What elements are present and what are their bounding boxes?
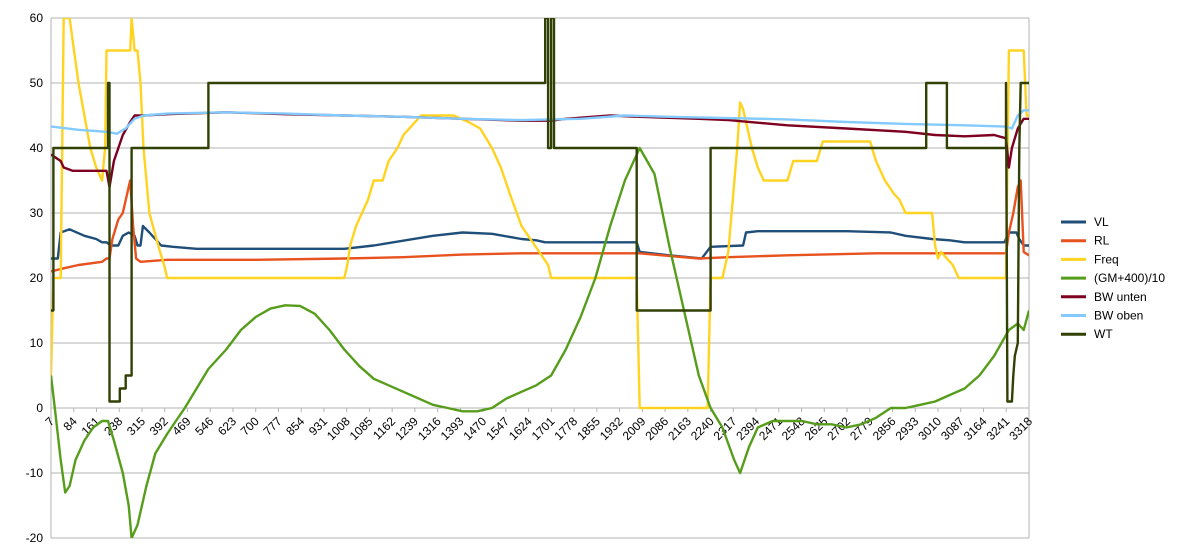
x-tick-label: 1239 — [392, 414, 421, 443]
x-tick-label: 854 — [283, 414, 307, 438]
series-line-vl — [51, 224, 1029, 260]
legend-label: (GM+400)/10 — [1094, 271, 1165, 285]
x-tick-label: 1085 — [347, 414, 376, 443]
x-tick-label: 3318 — [1006, 414, 1035, 443]
x-tick-label: 2471 — [756, 414, 785, 443]
x-tick-label: 1701 — [529, 414, 558, 443]
y-tick-label: 0 — [36, 401, 43, 415]
y-tick-label: 30 — [30, 206, 44, 220]
legend-label: Freq — [1094, 252, 1119, 266]
x-tick-label: 2240 — [688, 414, 717, 443]
x-tick-label: 2009 — [620, 414, 649, 443]
x-tick-label: 2317 — [711, 414, 740, 443]
y-tick-label: -20 — [26, 531, 44, 545]
series-line-rl — [51, 179, 1029, 273]
x-tick-label: 2086 — [642, 414, 671, 443]
x-tick-label: 777 — [260, 414, 284, 438]
x-tick-label: 1778 — [551, 414, 580, 443]
x-tick-label: 2933 — [893, 414, 922, 443]
y-tick-label: 60 — [30, 11, 44, 25]
series-line-freq — [51, 18, 1029, 410]
legend-label: BW oben — [1094, 309, 1143, 323]
x-tick-label: 3164 — [961, 414, 990, 443]
x-tick-label: 3087 — [938, 414, 967, 443]
y-tick-label: 20 — [30, 271, 44, 285]
x-tick-label: 238 — [101, 414, 125, 438]
x-tick-label: 84 — [61, 414, 81, 434]
y-tick-label: 40 — [30, 141, 44, 155]
x-tick-label: 3241 — [984, 414, 1013, 443]
x-tick-label: 1162 — [370, 414, 398, 442]
series-line-wt — [51, 18, 1029, 403]
x-tick-label: 315 — [124, 414, 148, 438]
y-tick-label: 10 — [30, 336, 44, 350]
x-axis-tick-labels: 7 841612383153924695466237007778549311008… — [42, 407, 1035, 443]
x-tick-label: 1316 — [415, 414, 444, 443]
y-tick-label: -10 — [26, 466, 44, 480]
x-tick-label: 3010 — [915, 414, 944, 443]
x-tick-label: 1547 — [483, 414, 512, 443]
series-line-gm-400-10 — [51, 146, 1029, 538]
legend-label: VL — [1094, 215, 1109, 229]
legend-label: RL — [1094, 234, 1110, 248]
x-tick-label: 2163 — [665, 414, 694, 443]
y-axis-tick-labels: -20 -10 0 10 20 30 40 50 60 — [26, 11, 44, 545]
x-tick-label: 2548 — [779, 414, 808, 443]
x-tick-label: 1008 — [324, 414, 353, 443]
x-tick-label: 2702 — [824, 414, 853, 443]
x-tick-label: 1624 — [506, 414, 535, 443]
legend-label: WT — [1094, 327, 1113, 341]
x-tick-label: 623 — [215, 414, 239, 438]
x-tick-label: 1855 — [574, 414, 603, 443]
x-tick-label: 1393 — [438, 414, 467, 443]
y-tick-label: 50 — [30, 76, 44, 90]
legend: VL RL Freq (GM+400)/10 BW unten BW oben WT — [1061, 215, 1165, 341]
x-tick-label: 2625 — [802, 414, 831, 443]
x-tick-label: 546 — [192, 414, 216, 438]
x-tick-label: 700 — [238, 414, 262, 438]
x-tick-label: 1932 — [597, 414, 626, 443]
x-tick-label: 1470 — [460, 414, 489, 443]
series-line-bw-oben — [51, 109, 1029, 135]
x-tick-label: 161 — [79, 414, 103, 438]
legend-label: BW unten — [1094, 290, 1147, 304]
plot-area — [51, 18, 1029, 538]
